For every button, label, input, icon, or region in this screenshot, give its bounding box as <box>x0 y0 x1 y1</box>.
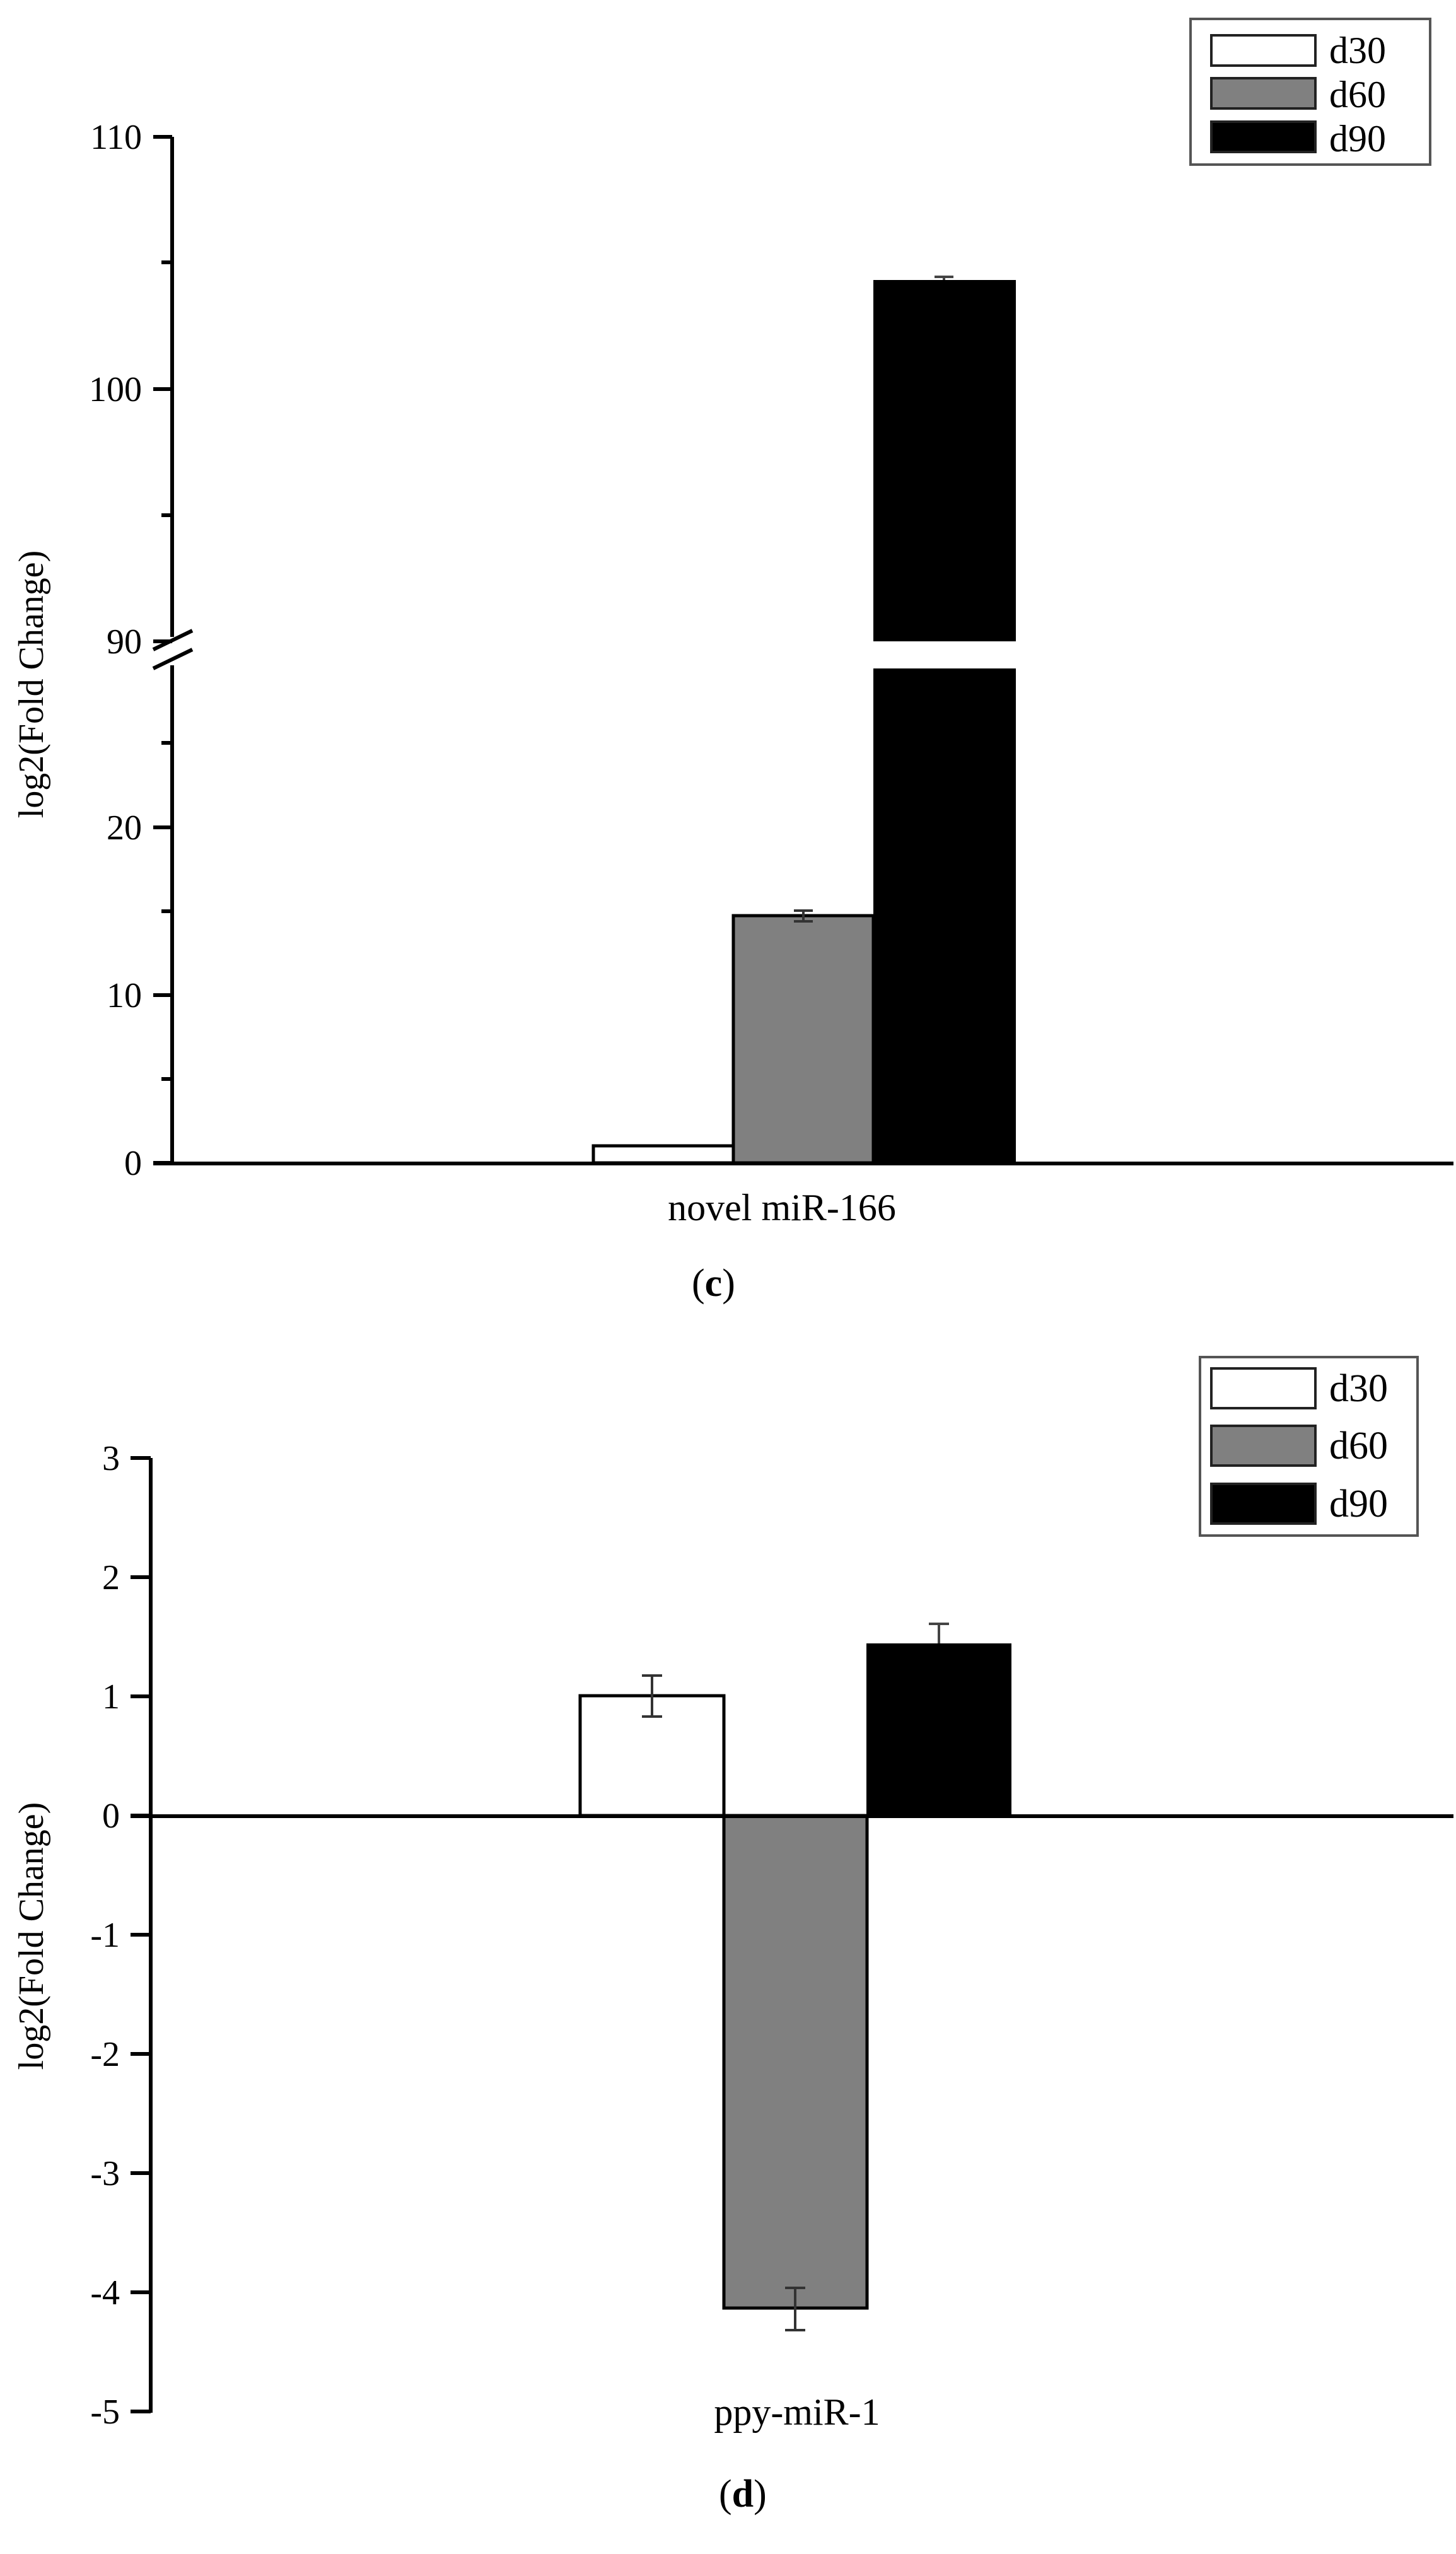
bar-d30 <box>591 1144 735 1165</box>
legend-swatch-d90 <box>1210 120 1317 153</box>
tick-label: -1 <box>90 1916 120 1955</box>
tick-label: 0 <box>102 1797 120 1836</box>
legend-c: d30 d60 d90 <box>1189 18 1431 166</box>
y-tick-labels: 110 100 90 20 10 0 <box>89 118 142 1183</box>
tick-label: 110 <box>90 118 142 157</box>
y-ticks-major <box>131 1456 151 2413</box>
error-bar-d60 <box>794 909 813 923</box>
y-tick-labels: 3 2 1 0 -1 -2 -3 -4 -5 <box>90 1439 120 2432</box>
tick-label: 1 <box>102 1677 120 1717</box>
tick-label: 90 <box>107 622 142 662</box>
legend-label-d30: d30 <box>1329 30 1386 71</box>
bar-d60 <box>731 914 875 1165</box>
tick-label: -5 <box>90 2393 120 2432</box>
legend-label-d90: d90 <box>1329 118 1386 160</box>
bar-chart-c: 110 100 90 20 10 0 log2(Fold Change) nov… <box>12 18 1453 1228</box>
y-axis-title: log2(Fold Change) <box>12 551 51 819</box>
error-bar-d90 <box>929 1623 949 1643</box>
tick-label: 2 <box>102 1558 120 1597</box>
bar-d90-upper <box>873 280 1016 641</box>
bar-d90 <box>866 1643 1011 1816</box>
tick-label: -2 <box>90 2035 120 2074</box>
panel-caption-c: (c) <box>692 1262 735 1305</box>
legend-swatch-d30 <box>1210 34 1317 67</box>
tick-label: -4 <box>90 2273 120 2312</box>
tick-label: 0 <box>124 1144 142 1183</box>
panel-caption-d: (d) <box>719 2473 767 2516</box>
legend-d: d30 d60 d90 <box>1199 1356 1419 1537</box>
bar-d90-lower <box>873 668 1016 1163</box>
legend-label-d60: d60 <box>1329 74 1386 115</box>
tick-label: 20 <box>107 808 142 848</box>
y-ticks-minor <box>161 260 172 1081</box>
legend-swatch-d30 <box>1210 1367 1317 1409</box>
chart-panel-d: 3 2 1 0 -1 -2 -3 -4 -5 log2(Fold Change) <box>0 1324 1456 2551</box>
tick-label: 3 <box>102 1439 120 1478</box>
x-category-label: novel miR-166 <box>668 1187 896 1228</box>
legend-label-d60: d60 <box>1329 1425 1388 1467</box>
y-axis-title: log2(Fold Change) <box>12 1802 51 2070</box>
legend-swatch-d90 <box>1210 1483 1317 1525</box>
error-bar-d60 <box>785 2287 805 2331</box>
bar-chart-d: 3 2 1 0 -1 -2 -3 -4 -5 log2(Fold Change) <box>12 1356 1453 2433</box>
legend-swatch-d60 <box>1210 77 1317 110</box>
error-bar-d90 <box>935 276 953 280</box>
x-category-label: ppy-miR-1 <box>714 2391 880 2433</box>
axis-break-icon <box>152 629 194 670</box>
legend-label-d30: d30 <box>1329 1367 1388 1410</box>
tick-label: 10 <box>107 976 142 1015</box>
tick-label: 100 <box>89 370 142 409</box>
error-bar-d30 <box>642 1674 662 1718</box>
legend-label-d90: d90 <box>1329 1483 1388 1525</box>
bar-d60 <box>722 1814 869 2310</box>
chart-panel-c: 110 100 90 20 10 0 log2(Fold Change) nov… <box>12 18 1453 1305</box>
tick-label: -3 <box>90 2154 120 2193</box>
legend-swatch-d60 <box>1210 1425 1317 1467</box>
